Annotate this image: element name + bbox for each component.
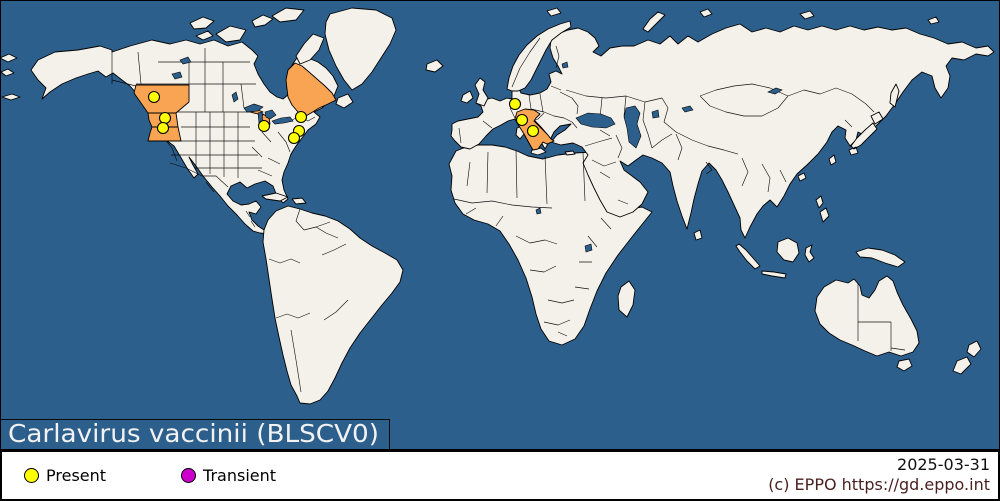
south-america <box>262 205 404 405</box>
east-asian-islands <box>693 83 900 241</box>
highlighted-regions-layer <box>133 62 555 151</box>
distribution-map: Carlavirus vaccinii (BLSCV0) <box>0 0 1000 450</box>
madagascar <box>617 280 636 318</box>
lake-chad <box>535 207 542 215</box>
greenland <box>324 7 397 91</box>
occurrence-dot-present <box>158 111 172 125</box>
caribbean-islands <box>261 192 307 205</box>
present-dot-icon <box>24 468 39 483</box>
copyright-notice: (c) EPPO https://gd.eppo.int <box>768 475 990 495</box>
region-quebec <box>285 62 337 118</box>
lake-baikal <box>767 87 783 95</box>
arctic-islands <box>189 7 940 65</box>
aleutian-islands <box>0 53 21 101</box>
eurasia-borders <box>458 37 875 205</box>
lakes-layer <box>171 56 783 253</box>
title-box-background <box>0 419 390 450</box>
north-america-borders <box>111 48 316 228</box>
tasmania <box>896 358 913 372</box>
occurrence-dot-present <box>287 131 301 145</box>
map-title-box: Carlavirus vaccinii (BLSCV0) <box>0 419 390 450</box>
new-zealand <box>952 340 982 375</box>
lake-winnipeg <box>231 91 239 103</box>
newfoundland <box>335 93 354 109</box>
scandinavia <box>506 20 572 92</box>
map-metadata: 2025-03-31 (c) EPPO https://gd.eppo.int <box>768 455 990 496</box>
lake-superior <box>243 103 264 113</box>
map-title: Carlavirus vaccinii (BLSCV0) <box>8 419 379 448</box>
british-isles <box>460 77 489 107</box>
lake-huron <box>264 109 277 120</box>
occurrence-dot-present <box>526 124 540 138</box>
south-america-borders <box>268 208 349 393</box>
land-layer <box>0 7 995 405</box>
legend-item-present: Present <box>24 466 106 485</box>
occurrence-dot-present <box>508 97 522 111</box>
occurrence-dots-layer <box>147 90 540 145</box>
australia <box>814 275 920 357</box>
aral-sea <box>651 109 660 119</box>
region-oregon <box>147 126 182 142</box>
transient-dot-icon <box>181 468 197 483</box>
legend-label-present: Present <box>46 466 107 485</box>
africa-borders <box>453 149 612 337</box>
occurrence-dot-present <box>156 121 170 135</box>
lake-balkhash <box>681 105 694 113</box>
iceland <box>425 59 444 73</box>
country-borders-layer <box>111 37 906 393</box>
legend-item-transient: Transient <box>181 466 276 485</box>
lake-victoria <box>584 243 593 253</box>
southeast-asian-islands <box>735 195 906 279</box>
legend-bar: Present Transient 2025-03-31 (c) EPPO ht… <box>0 450 1000 501</box>
occurrence-dot-present <box>257 119 271 133</box>
black-sea <box>575 112 616 129</box>
map-date: 2025-03-31 <box>897 455 990 474</box>
occurrence-dot-present <box>147 90 161 104</box>
lake-erie-ontario <box>271 116 294 125</box>
occurrence-dot-present <box>515 113 529 127</box>
great-slave-lake <box>171 56 192 80</box>
occurrence-dot-present <box>294 110 308 124</box>
caspian-sea <box>623 105 642 149</box>
legend-label-transient: Transient <box>203 466 277 485</box>
lake-ladoga <box>561 61 569 69</box>
australia-borders <box>857 284 906 351</box>
world-map: Carlavirus vaccinii (BLSCV0) <box>0 0 1000 450</box>
